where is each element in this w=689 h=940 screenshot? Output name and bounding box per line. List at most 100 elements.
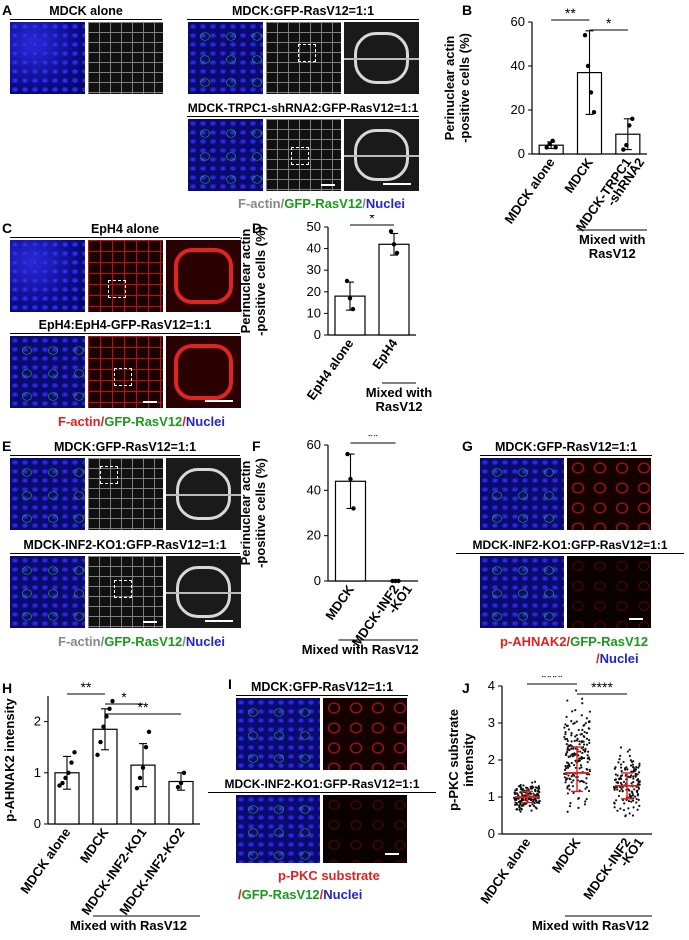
chart-h-ytick-label: 0 <box>34 816 41 831</box>
chart-j-data-point <box>575 689 578 692</box>
chart-f-group-label: Mixed with RasV12 <box>302 642 419 657</box>
chart-j-data-point <box>529 785 532 788</box>
chart-j-data-point <box>563 735 566 739</box>
panel-g-header-inf2: MDCK-INF2-KO1:GFP-RasV12=1:1 <box>456 538 684 554</box>
chart-j-data-point <box>527 788 530 791</box>
chart-j-data-point <box>584 800 587 803</box>
chart-j-data-point <box>529 791 532 795</box>
chart-j-data-point <box>580 766 583 769</box>
chart-j-data-point <box>634 775 637 778</box>
chart-j-data-point <box>572 764 576 767</box>
chart-j-data-point <box>619 746 623 749</box>
chart-d-data-point <box>350 306 356 312</box>
chart-j-data-point <box>519 791 522 794</box>
chart-j-data-point <box>585 777 588 780</box>
chart-j-data-point <box>566 739 569 743</box>
chart-f-ytick-label: 60 <box>307 437 321 452</box>
chart-b-data-point <box>550 138 555 143</box>
chart-j-data-point <box>565 766 568 770</box>
chart-h-data-point <box>137 775 143 781</box>
chart-j-data-point <box>617 761 620 764</box>
chart-j-data-point <box>632 766 635 769</box>
chart-j-data-point <box>631 799 635 802</box>
chart-b-category-label: MDCK alone <box>501 155 557 226</box>
chart-j-data-point <box>581 780 584 783</box>
chart-j-data-point <box>520 807 523 810</box>
chart-j-data-point <box>588 720 591 723</box>
chart-j-data-point <box>584 749 587 753</box>
chart-j-data-point <box>522 804 525 807</box>
chart-j-data-point <box>619 754 622 757</box>
chart-f-data-point <box>351 506 356 511</box>
chart-j-data-point <box>566 785 569 788</box>
chart-f-ytick-label: 20 <box>307 528 321 543</box>
chart-j-data-point <box>566 737 569 741</box>
chart-j-data-point <box>616 788 619 791</box>
panel-c-legend: F-actin/GFP-RasV12/Nuclei <box>58 414 225 429</box>
chart-h-data-point <box>101 724 106 729</box>
chart-j-data-point <box>518 808 521 811</box>
chart-j-data-point <box>630 774 633 777</box>
chart-j-data-point <box>587 750 590 753</box>
chart-j-data-point <box>522 788 525 791</box>
chart-j-data-point <box>630 800 633 803</box>
chart-d-group-label: RasV12 <box>376 399 423 414</box>
panel-label-e: E <box>2 438 12 454</box>
panel-e-legend: F-actin/GFP-RasV12/Nuclei <box>58 634 225 649</box>
chart-j-data-point <box>532 798 535 801</box>
micrograph-g-merge <box>480 458 564 530</box>
chart-j-data-point <box>580 741 583 744</box>
chart-h-data-point <box>181 770 187 775</box>
panel-a-legend: F-actin/GFP-RasV12/Nuclei <box>238 196 405 211</box>
chart-j-data-point <box>634 773 637 777</box>
chart-j-data-point <box>588 741 591 745</box>
chart-j-data-point <box>564 723 567 726</box>
chart-j-data-point <box>578 740 581 743</box>
chart-j-data-point <box>577 797 580 800</box>
micrograph-c-factin-2 <box>88 336 163 408</box>
chart-j-data-point <box>629 764 633 767</box>
panel-label-c: C <box>2 220 13 236</box>
chart-j-data-point <box>618 789 621 793</box>
chart-j-data-point <box>579 733 582 736</box>
chart-j-data-point <box>627 807 630 810</box>
chart-j-data-point <box>566 792 570 795</box>
chart-d-data-point <box>391 242 397 247</box>
chart-b: 0 20 40 60 Perinuclear actin -positive cells … <box>442 5 647 261</box>
chart-j-data-point <box>569 802 572 805</box>
chart-j-data-point <box>571 710 574 713</box>
chart-j-data-point <box>566 699 569 702</box>
chart-j-data-point <box>535 799 538 802</box>
chart-j-data-point <box>579 764 583 767</box>
micrograph-c-nuclei <box>10 240 85 312</box>
chart-j-data-point <box>536 792 539 795</box>
chart-h-group-label: Mixed with RasV12 <box>70 918 187 933</box>
chart-j-data-point <box>572 791 575 795</box>
chart-j-data-point <box>563 768 567 771</box>
chart-j-data-point <box>588 773 591 776</box>
chart-j-data-point <box>583 723 586 727</box>
chart-b-data-point <box>621 147 626 152</box>
chart-j-data-point <box>588 710 592 713</box>
chart-j-data-point <box>631 794 635 797</box>
chart-j-data-point <box>626 750 629 753</box>
chart-j-data-point <box>587 756 591 759</box>
chart-j-data-point <box>616 781 620 785</box>
chart-j-data-point <box>632 777 635 780</box>
chart-d-bar <box>378 243 410 336</box>
chart-j-group-label: Mixed with RasV12 <box>532 918 649 933</box>
chart-j-sig-label: **** <box>541 676 563 685</box>
panel-label-i: I <box>228 676 232 692</box>
chart-j-data-point <box>575 733 578 737</box>
chart-j-data-point <box>588 739 591 742</box>
chart-j-data-point <box>619 763 623 766</box>
chart-j-data-point <box>530 809 533 812</box>
chart-j-data-point <box>518 801 522 804</box>
chart-b-data-point <box>585 63 591 69</box>
chart-j-data-point <box>636 808 639 811</box>
chart-j-data-point <box>519 788 523 791</box>
chart-j-data-point <box>570 734 573 737</box>
chart-j-ylabel: intensity <box>461 733 476 787</box>
chart-b-group-label: RasV12 <box>589 246 636 261</box>
